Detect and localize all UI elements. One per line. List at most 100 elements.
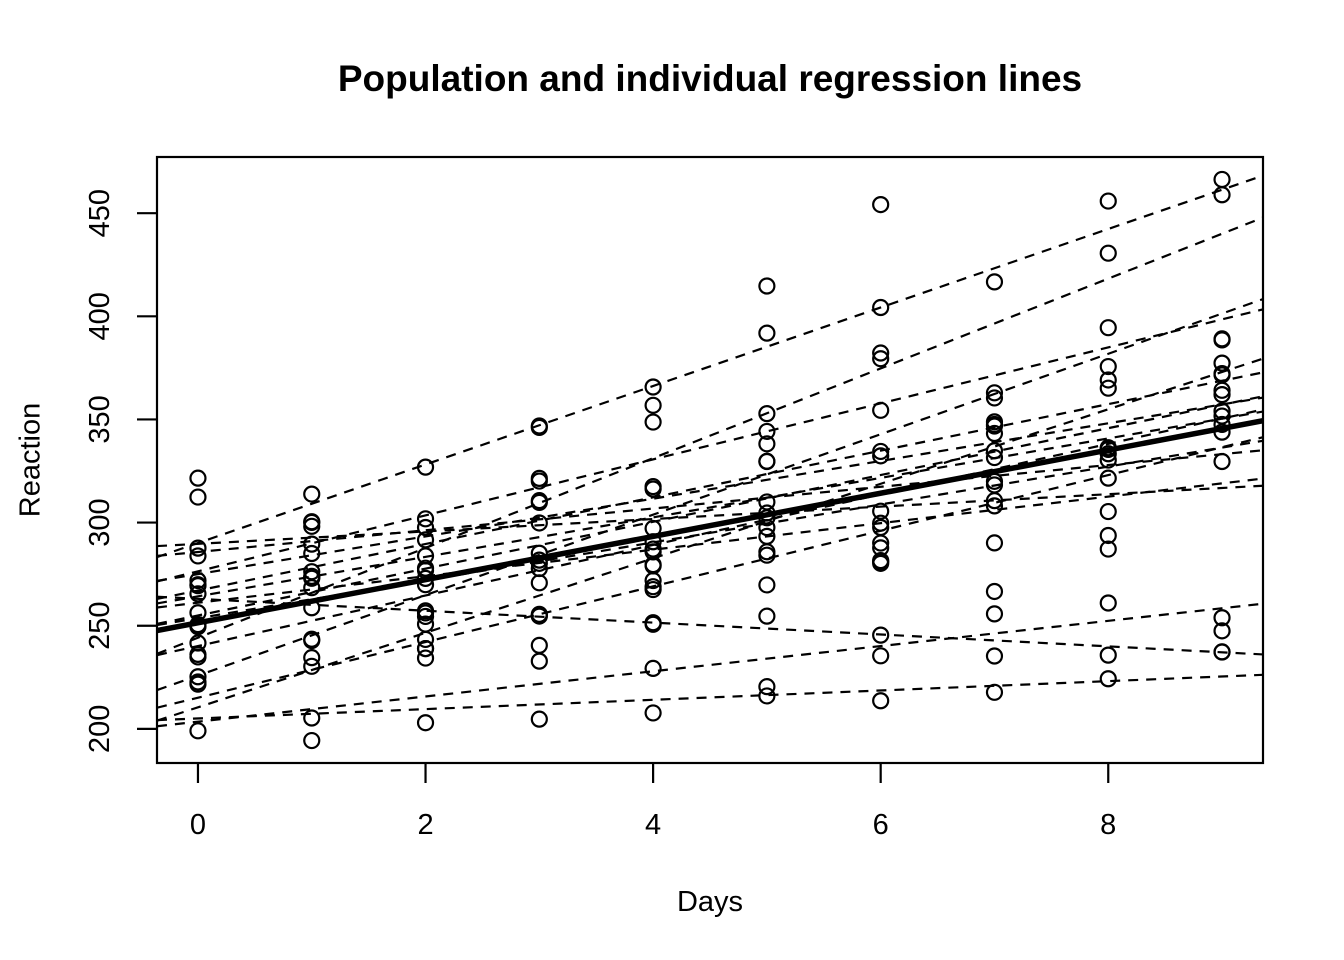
data-point-subject-337: [189, 488, 207, 506]
data-point-subject-310: [303, 731, 321, 750]
data-point-subject-331: [189, 539, 207, 557]
data-point-subject-332: [872, 195, 890, 214]
data-point-subject-335: [758, 607, 776, 625]
individual-regression-line-335: [157, 595, 1263, 656]
data-point-subject-337: [1213, 186, 1231, 204]
data-point-subject-332: [644, 477, 662, 496]
data-point-subject-352: [1213, 331, 1231, 349]
data-point-subject-370: [872, 552, 890, 571]
data-point-subject-334: [985, 448, 1004, 467]
data-point-subject-331: [416, 510, 435, 528]
data-point-subject-370: [985, 415, 1004, 434]
data-point-subject-310: [189, 722, 207, 740]
data-point-subject-337: [758, 324, 776, 342]
individual-regression-line-369: [157, 395, 1263, 625]
data-point-subject-352: [530, 417, 548, 435]
data-point-subject-352: [1099, 357, 1117, 376]
data-point-subject-352: [985, 389, 1004, 407]
data-point-subject-371: [758, 543, 776, 561]
data-point-subject-334: [189, 585, 207, 603]
individual-regression-line-333: [157, 396, 1263, 582]
data-point-subject-352: [758, 405, 776, 423]
data-point-subject-333: [758, 435, 776, 453]
data-point-subject-372: [1213, 381, 1231, 399]
data-point-subject-330: [1099, 502, 1117, 521]
plot-box: [155, 155, 1265, 765]
data-point-subject-310: [872, 647, 890, 665]
population-regression-line: [157, 417, 1263, 634]
data-point-subject-370: [644, 580, 662, 599]
individual-regression-line-351: [157, 477, 1263, 609]
x-axis-tick-label: 2: [417, 809, 433, 841]
data-point-subject-330: [189, 469, 207, 487]
data-point-subject-334: [1213, 354, 1231, 372]
data-point-subject-333: [1213, 386, 1231, 404]
y-axis-tick-label: 300: [84, 498, 116, 546]
data-point-subject-309: [416, 714, 435, 732]
data-point-subject-309: [303, 709, 321, 727]
individual-regression-line-370: [157, 357, 1263, 722]
individual-regression-line-308: [157, 216, 1263, 655]
data-point-subject-310: [1213, 622, 1231, 640]
data-point-subject-310: [530, 652, 548, 670]
data-point-subject-372: [416, 518, 435, 537]
data-point-subject-371: [872, 518, 890, 537]
data-point-subject-309: [985, 683, 1004, 701]
data-point-subject-310: [758, 678, 776, 696]
data-point-subject-371: [1099, 540, 1117, 558]
data-point-subject-308: [1213, 170, 1231, 189]
individual-regression-line-352: [157, 308, 1263, 583]
data-point-subject-310: [985, 605, 1004, 623]
individual-regression-line-331: [157, 449, 1263, 558]
data-point-subject-331: [1099, 526, 1117, 545]
data-point-subject-333: [872, 447, 890, 465]
individual-regression-line-350: [157, 298, 1263, 692]
data-point-subject-349: [758, 576, 776, 594]
data-point-subject-370: [303, 649, 321, 667]
data-point-subject-334: [758, 546, 776, 564]
individual-regression-line-310: [157, 602, 1263, 728]
data-point-subject-308: [985, 534, 1004, 552]
data-points: [189, 170, 1231, 750]
x-axis-tick-label: 6: [873, 809, 889, 841]
data-point-subject-309: [872, 692, 890, 710]
x-axis-tick-label: 4: [645, 809, 661, 841]
individual-regression-line-337: [157, 174, 1263, 559]
data-point-subject-335: [1099, 646, 1117, 664]
data-point-subject-337: [644, 378, 662, 396]
data-point-subject-335: [1213, 643, 1231, 661]
data-point-subject-334: [872, 502, 890, 520]
individual-regression-line-372: [157, 371, 1263, 601]
data-point-subject-308: [644, 396, 662, 414]
data-point-subject-337: [1099, 192, 1117, 210]
data-point-subject-370: [1099, 379, 1117, 397]
data-point-subject-370: [189, 668, 207, 686]
data-point-subject-370: [758, 422, 776, 441]
y-axis-tick-label: 250: [84, 602, 116, 650]
data-point-subject-350: [1099, 319, 1117, 337]
data-point-subject-309: [644, 704, 662, 722]
data-point-subject-350: [303, 630, 321, 648]
individual-regression-line-332: [157, 410, 1263, 605]
data-point-subject-333: [189, 547, 207, 565]
data-point-subject-308: [1099, 244, 1117, 262]
data-point-subject-372: [1099, 371, 1117, 389]
data-point-subject-352: [644, 413, 662, 431]
data-point-subject-335: [985, 647, 1004, 665]
data-point-subject-335: [872, 626, 890, 644]
data-point-subject-331: [530, 472, 548, 490]
data-point-subject-308: [872, 344, 890, 362]
y-axis-tick-label: 400: [84, 292, 116, 340]
y-axis-tick-label: 450: [84, 189, 116, 237]
x-axis-tick-label: 8: [1100, 809, 1116, 841]
data-point-subject-335: [189, 634, 207, 652]
data-point-subject-335: [530, 574, 548, 592]
data-point-subject-350: [872, 350, 890, 368]
data-point-subject-372: [189, 577, 207, 595]
data-point-subject-349: [985, 497, 1004, 515]
individual-regression-line-330: [157, 484, 1263, 548]
data-point-subject-309: [1099, 670, 1117, 688]
data-point-subject-372: [872, 442, 890, 461]
